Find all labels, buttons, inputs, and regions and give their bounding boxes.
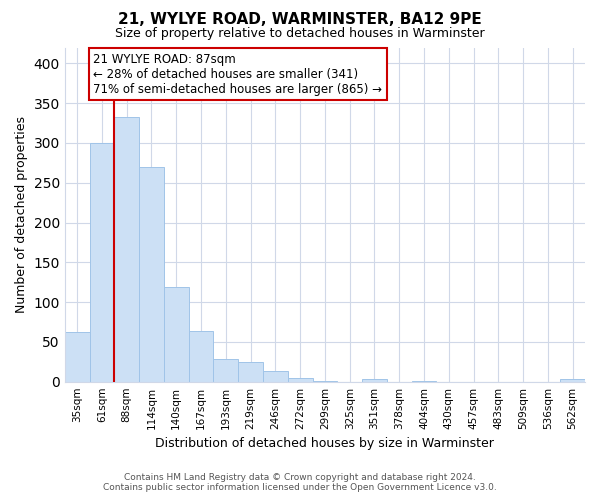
Text: Size of property relative to detached houses in Warminster: Size of property relative to detached ho… (115, 28, 485, 40)
Bar (188, 331, 214, 382)
Text: 21 WYLYE ROAD: 87sqm
← 28% of detached houses are smaller (341)
71% of semi-deta: 21 WYLYE ROAD: 87sqm ← 28% of detached h… (94, 52, 382, 96)
Bar (362, 380, 387, 382)
Bar (560, 380, 585, 382)
Bar (115, 116, 139, 382)
Bar (164, 287, 188, 382)
Bar (139, 167, 164, 382)
X-axis label: Distribution of detached houses by size in Warminster: Distribution of detached houses by size … (155, 437, 494, 450)
Text: Contains HM Land Registry data © Crown copyright and database right 2024.
Contai: Contains HM Land Registry data © Crown c… (103, 473, 497, 492)
Bar (263, 372, 288, 382)
Bar (89, 143, 115, 382)
Bar (313, 381, 337, 382)
Bar (238, 362, 263, 382)
Bar (412, 381, 436, 382)
Text: 21, WYLYE ROAD, WARMINSTER, BA12 9PE: 21, WYLYE ROAD, WARMINSTER, BA12 9PE (118, 12, 482, 28)
Bar (65, 332, 89, 382)
Y-axis label: Number of detached properties: Number of detached properties (15, 116, 28, 313)
Bar (214, 358, 238, 382)
Bar (288, 378, 313, 382)
